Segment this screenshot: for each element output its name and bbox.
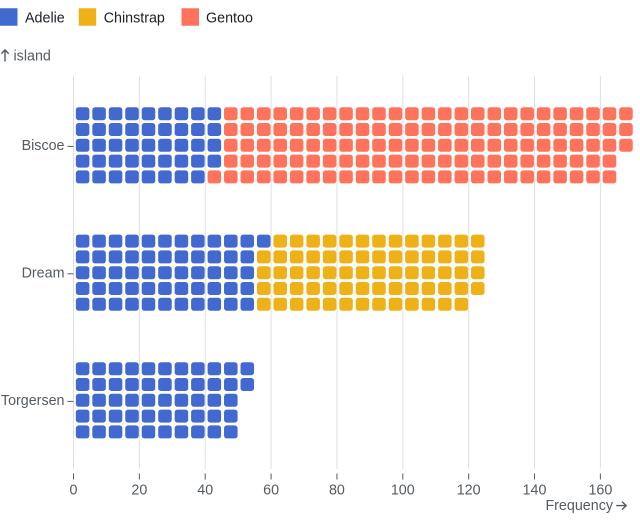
svg-text:20: 20	[131, 483, 147, 499]
svg-text:80: 80	[329, 483, 345, 499]
svg-text:Frequency: Frequency	[545, 498, 613, 514]
svg-text:120: 120	[457, 483, 481, 499]
svg-text:Biscoe: Biscoe	[22, 138, 65, 154]
svg-text:island: island	[14, 49, 51, 65]
svg-text:0: 0	[70, 483, 78, 499]
svg-text:60: 60	[263, 483, 279, 499]
svg-text:160: 160	[588, 483, 612, 499]
svg-text:Torgersen: Torgersen	[1, 393, 65, 409]
svg-text:Adelie: Adelie	[25, 11, 65, 27]
svg-text:140: 140	[523, 483, 547, 499]
svg-text:Gentoo: Gentoo	[206, 11, 253, 27]
svg-text:40: 40	[197, 483, 213, 499]
svg-text:Dream: Dream	[22, 266, 65, 282]
svg-text:100: 100	[391, 483, 415, 499]
svg-text:Chinstrap: Chinstrap	[104, 11, 165, 27]
